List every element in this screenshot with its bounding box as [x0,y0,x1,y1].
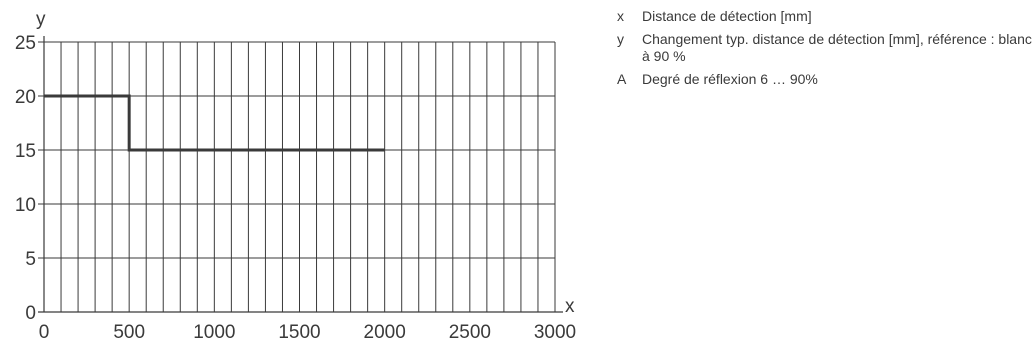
x-tick-label: 1500 [278,322,320,343]
legend-key: y [617,31,624,47]
y-tick-label: 5 [25,249,36,270]
x-axis-label: x [565,296,575,317]
y-tick-label: 10 [15,195,36,216]
x-tick-label: 1000 [193,322,235,343]
y-axis-label: y [36,9,46,30]
legend-text: Degré de réflexion 6 … 90% [642,71,818,87]
chart-grid [38,41,556,312]
legend-key: A [617,71,627,87]
chart-series [44,94,385,152]
series-line-0 [44,94,385,152]
y-tick-label: 15 [15,141,36,162]
legend-text: Distance de détection [mm] [642,8,812,24]
legend-item-x: x Distance de détection [mm] [617,8,1032,25]
x-tick-label: 2500 [449,322,491,343]
x-tick-label: 3000 [534,322,576,343]
legend-text: Changement typ. distance de détection [m… [642,31,1032,64]
x-tick-label: 500 [113,322,145,343]
y-tick-label: 0 [25,303,36,324]
chart: 0 500 1000 1500 2000 2500 3000 0 5 10 15 20 25 x y [15,9,576,343]
y-tick-label: 20 [15,87,36,108]
x-tick-label: 0 [39,322,50,343]
x-tick-label: 2000 [364,322,406,343]
chart-axes [38,36,563,313]
legend-key: x [617,8,624,24]
legend-item-y: y Changement typ. distance de détection … [617,31,1032,65]
y-tick-label: 25 [15,33,36,54]
legend: x Distance de détection [mm] y Changemen… [617,8,1032,94]
legend-item-a: A Degré de réflexion 6 … 90% [617,71,1032,88]
chart-ticks: 0 500 1000 1500 2000 2500 3000 0 5 10 15 20 25 [15,33,576,343]
